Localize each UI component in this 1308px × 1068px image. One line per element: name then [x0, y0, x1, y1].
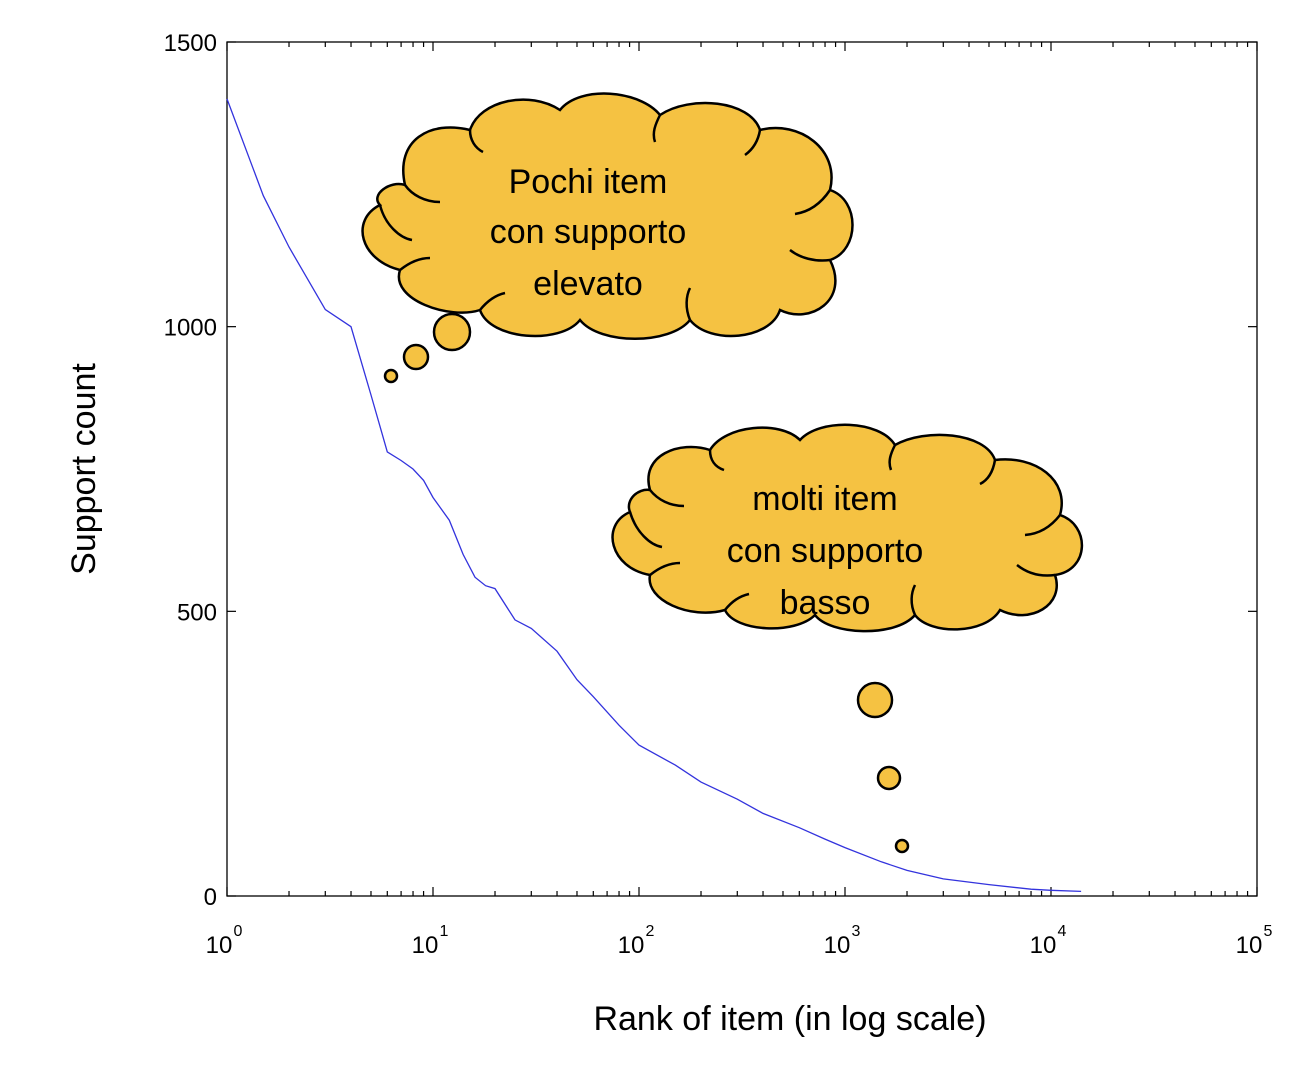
cloud-shape [361, 92, 854, 340]
thought-cloud-high-support: Pochi item con supporto elevato [361, 92, 854, 384]
plot-frame [226, 41, 1258, 897]
cloud-text-line-1: Pochi item [509, 163, 668, 201]
x-tick-exponent: 5 [1264, 923, 1273, 940]
x-tick-exponent: 0 [234, 923, 243, 940]
x-tick-exponent: 3 [852, 923, 861, 940]
thought-bubble-small [383, 368, 399, 384]
thought-bubble-medium [876, 765, 902, 791]
thought-bubble-large [432, 312, 472, 352]
x-axis-title: Rank of item (in log scale) [593, 1000, 986, 1038]
y-tick-label: 0 [204, 884, 217, 911]
y-tick-label: 1500 [164, 30, 217, 57]
x-tick-exponent: 4 [1058, 923, 1067, 940]
x-tick-label: 10 [1030, 932, 1057, 959]
cloud-shape [611, 423, 1084, 633]
y-tick-labels: 0 500 1000 1500 [164, 30, 217, 911]
x-tick-exponent: 2 [646, 923, 655, 940]
y-tick-label: 500 [177, 599, 217, 626]
x-tick-exponent: 1 [440, 923, 449, 940]
y-axis-title: Support count [65, 363, 103, 575]
y-tick-label: 1000 [164, 315, 217, 342]
axis-ticks [226, 41, 1258, 897]
cloud-text-line-2: con supporto [490, 213, 687, 251]
thought-bubble-medium [402, 343, 430, 371]
x-tick-label: 10 [412, 932, 439, 959]
thought-cloud-low-support: molti item con supporto basso [611, 423, 1084, 854]
thought-bubble-small [894, 838, 910, 854]
cloud-text-line-3: basso [780, 584, 871, 622]
cloud-text-line-3: elevato [533, 265, 643, 303]
cloud-text-line-1: molti item [752, 480, 897, 518]
x-tick-label: 10 [824, 932, 851, 959]
x-tick-label: 10 [1236, 932, 1263, 959]
thought-bubble-large [856, 681, 894, 719]
x-tick-label: 10 [618, 932, 645, 959]
series-line [226, 98, 1082, 893]
x-tick-label: 10 [206, 932, 233, 959]
cloud-text-line-2: con supporto [727, 532, 924, 570]
